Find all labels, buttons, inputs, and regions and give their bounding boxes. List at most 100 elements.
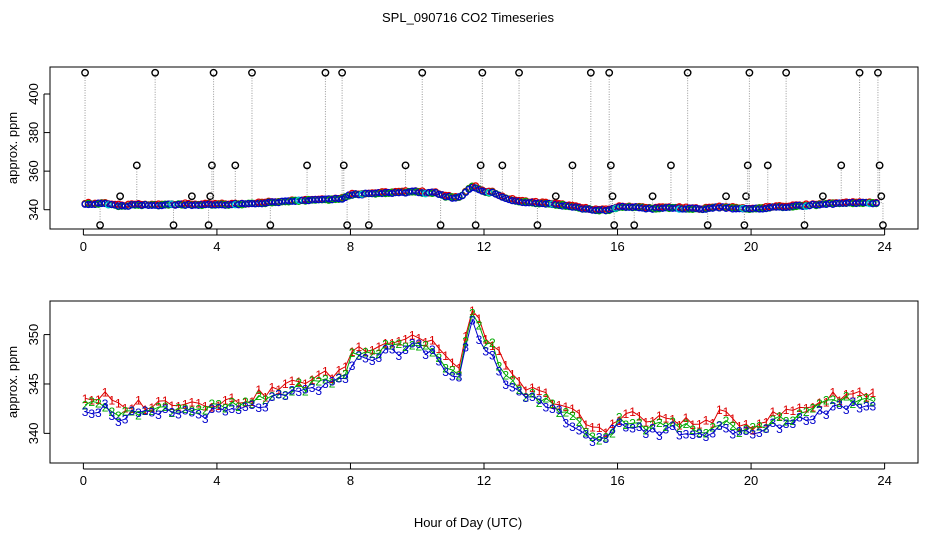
point-series-3 [171,201,179,209]
series-1-marker: 1 [396,335,403,349]
point-series-3 [582,205,590,213]
bottom-x-tick-label: 8 [347,473,354,488]
series-1-marker: 1 [756,417,763,431]
top-y-tick-label: 360 [26,160,41,182]
series-3-marker: 3 [382,342,389,356]
series-2-marker: 2 [255,389,262,403]
point-series-3 [845,198,854,207]
series-3-marker: 3 [115,415,122,429]
series-1-marker: 1 [209,401,216,415]
spike-point [648,192,657,201]
point-series-3 [779,203,787,211]
series-3-marker: 3 [496,365,503,379]
series-1-marker: 1 [302,377,309,391]
bottom-y-axis-label: approx. ppm [5,346,20,418]
series-1-marker: 1 [349,345,356,359]
series-3-marker: 3 [502,378,509,392]
spike-point [763,161,772,170]
series-1-marker: 1 [229,391,236,405]
point-series-3 [221,201,229,209]
series-1-marker: 1 [656,409,663,423]
series-2-marker: 2 [82,398,89,412]
series-2-marker: 2 [669,415,676,429]
series-2-marker: 2 [703,426,710,440]
series-2-marker: 2 [809,402,816,416]
series-1-marker: 1 [476,312,483,326]
series-2-marker: 2 [355,348,362,362]
point-series-3 [735,205,744,213]
series-3-marker: 3 [82,405,89,419]
series-3-marker: 3 [703,430,710,444]
series-1-marker: 1 [589,421,596,435]
point-series-3 [418,189,426,197]
series-1-marker: 1 [569,402,576,416]
series-1-marker: 1 [469,304,476,318]
series-2-marker: 2 [309,374,316,388]
series-3-marker: 3 [456,371,463,385]
series-3-marker: 3 [556,403,563,417]
series-3-marker: 3 [329,375,336,389]
series-2-marker: 2 [596,433,603,447]
series-3-marker: 3 [309,381,316,395]
spike-point [874,68,882,77]
spike-point [610,221,619,230]
series-1-marker: 1 [409,328,416,342]
spike-point [418,68,427,77]
series-3-marker: 3 [643,427,650,441]
series-1-marker: 1 [863,391,870,405]
point-series-3 [498,193,507,201]
point-series-3 [755,205,764,213]
series-2-marker: 2 [302,385,309,399]
point-series-3 [815,201,824,209]
point-series-3 [308,196,316,204]
point-series-3 [131,201,139,209]
series-1-marker: 1 [382,337,389,351]
series-2-marker: 2 [656,416,663,430]
point-series-3 [158,201,166,210]
point-series-3 [94,199,103,207]
series-2-marker: 2 [162,400,169,414]
series-2-marker: 2 [509,374,516,388]
series-2-marker: 2 [716,419,723,433]
series-2-marker: 2 [496,359,503,373]
point-series-3 [512,197,520,205]
point-series-3 [134,200,143,209]
series-2-marker: 2 [803,405,810,419]
point-series-3 [91,200,99,209]
point-series-3 [351,190,360,198]
point-series-3 [635,204,643,212]
series-2-marker: 2 [663,420,670,434]
series-2-marker: 2 [776,410,783,424]
series-3-marker: 3 [442,365,449,379]
point-series-3 [211,201,219,209]
point-series-3 [151,201,159,209]
series-2-marker: 2 [409,339,416,353]
point-series-3 [772,203,780,211]
series-3-marker: 3 [589,435,596,449]
series-2-marker: 2 [823,394,830,408]
series-3-marker: 3 [616,416,623,430]
point-series-3 [555,201,563,209]
series-2-marker: 2 [128,404,135,418]
series-1-marker: 1 [202,400,209,414]
series-3-marker: 3 [576,424,583,438]
point-series-3 [789,202,797,210]
point-series-3 [849,198,857,207]
point-series-3 [615,203,623,211]
series-1-marker: 1 [716,403,723,417]
spike-point [606,161,615,170]
series-2-marker: 2 [482,338,489,352]
spike-point [169,221,178,230]
series-2-marker: 2 [135,409,142,423]
series-3-marker: 3 [148,406,155,420]
series-1-marker: 1 [763,416,770,430]
point-series-3 [265,198,273,207]
series-1-marker: 1 [262,391,269,405]
point-series-3 [558,202,567,210]
point-series-3 [732,205,740,213]
point-series-3 [715,204,724,212]
series-3-marker: 3 [796,410,803,424]
point-series-3 [275,198,283,207]
series-1-marker: 1 [703,414,710,428]
